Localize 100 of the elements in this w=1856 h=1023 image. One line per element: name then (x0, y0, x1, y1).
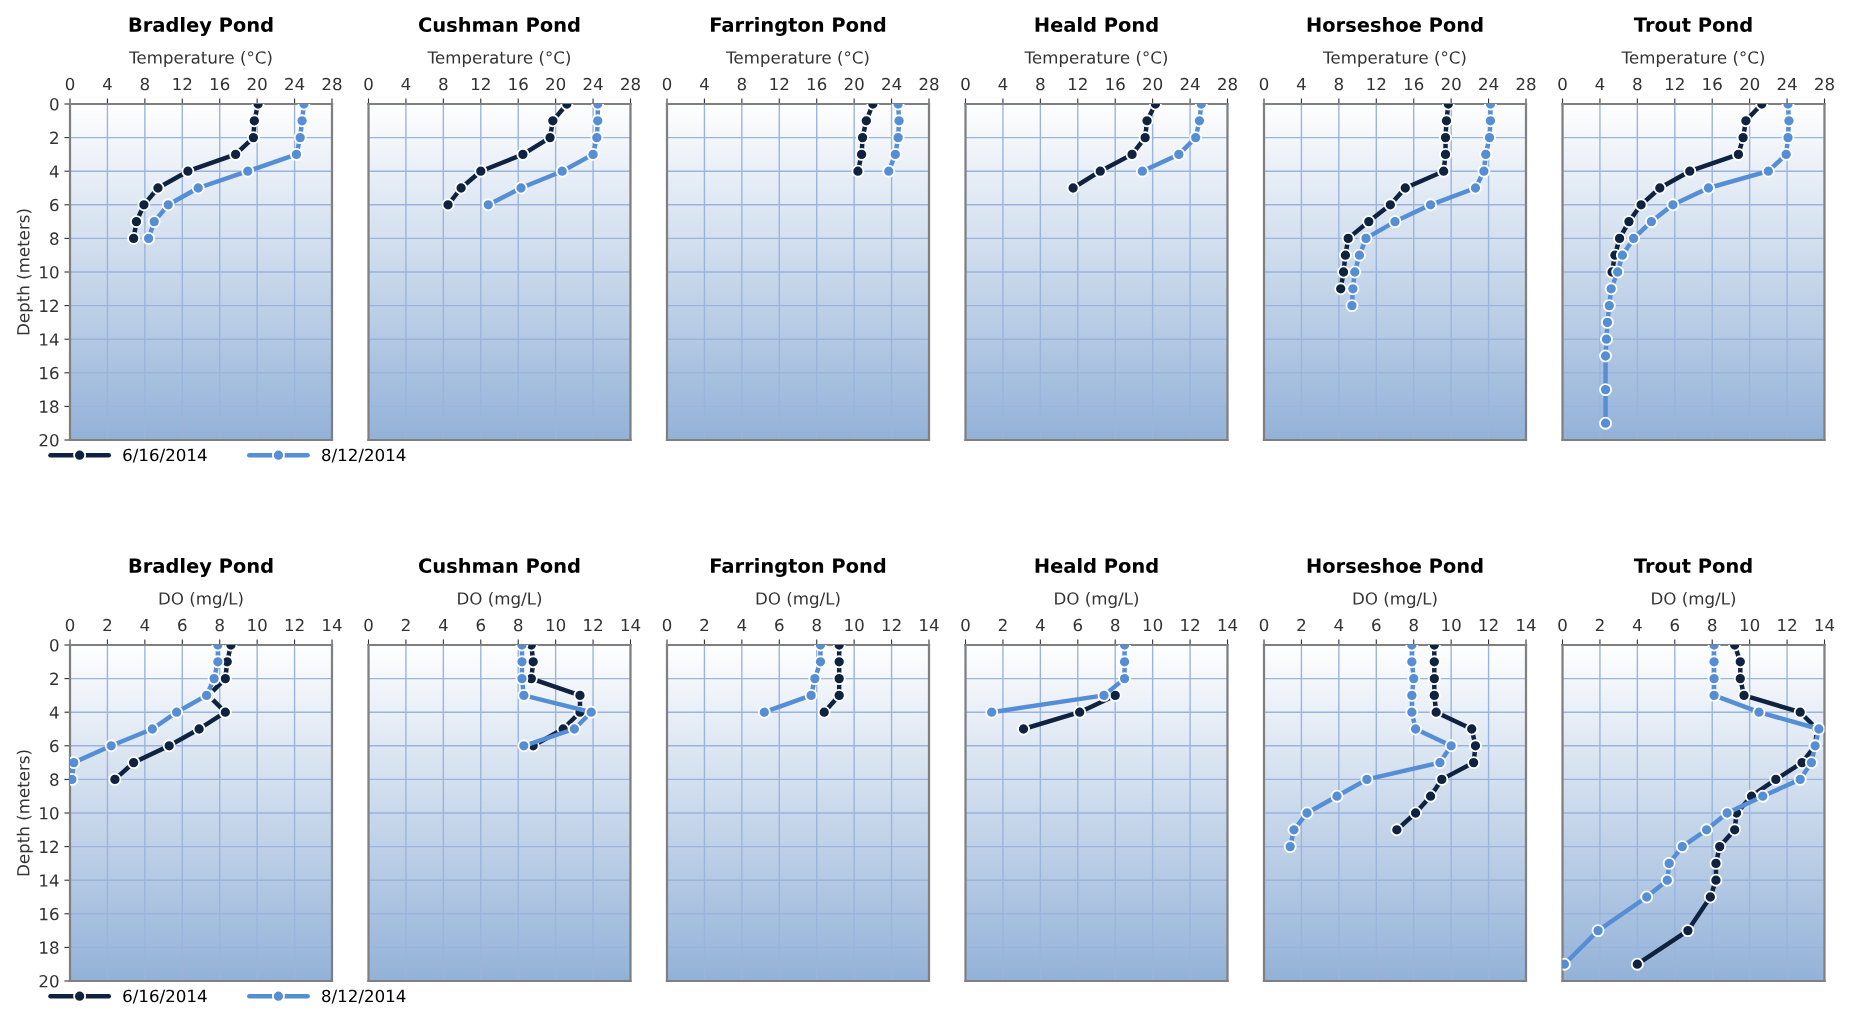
x-tick-label: 0 (1558, 618, 1567, 632)
x-tick-label: 16 (210, 77, 230, 91)
x-tick-label: 12 (1778, 618, 1797, 632)
x-tick-label: 12 (770, 77, 789, 91)
x-tick-label: 6 (1073, 618, 1083, 632)
x-tick-label: 0 (364, 618, 373, 632)
x-axis-title: Temperature (°C) (1323, 50, 1466, 68)
x-tick-label: 12 (1069, 77, 1087, 91)
y-axis-title: Depth (meters) (16, 750, 33, 876)
y-tick-label: 2 (50, 131, 58, 144)
x-tick-label: 12 (584, 618, 603, 632)
x-tick-label: 4 (1296, 77, 1306, 91)
x-tick-label: 10 (1740, 618, 1760, 632)
x-tick-label: 28 (919, 77, 939, 91)
x-tick-label: 14 (323, 618, 342, 632)
y-tick-label: 4 (49, 165, 59, 178)
chart-title: Farrington Pond (711, 17, 886, 36)
x-tick-label: 16 (807, 77, 827, 91)
x-tick-label: 6 (775, 618, 784, 632)
x-tick-label: 20 (546, 77, 566, 91)
x-tick-label: 0 (1259, 77, 1269, 91)
x-tick-label: 8 (439, 77, 448, 91)
x-tick-label: 12 (1181, 618, 1200, 632)
x-tick-label: 0 (65, 77, 75, 91)
x-tick-label: 0 (364, 77, 373, 91)
x-tick-label: 12 (882, 618, 901, 632)
x-tick-label: 4 (737, 618, 747, 632)
x-tick-label: 6 (476, 618, 486, 632)
x-tick-label: 24 (583, 77, 603, 91)
x-tick-label: 2 (401, 618, 410, 632)
x-tick-label: 8 (1409, 618, 1418, 632)
x-tick-label: 28 (621, 77, 640, 91)
x-tick-label: 10 (1143, 618, 1163, 632)
x-axis-title: Temperature (°C) (1024, 50, 1167, 68)
x-tick-label: 20 (1740, 77, 1760, 91)
x-tick-label: 6 (1372, 618, 1381, 632)
x-tick-label: 12 (285, 618, 304, 632)
x-axis-title: DO (mg/L) (1652, 591, 1736, 609)
x-tick-label: 20 (1143, 77, 1163, 91)
x-tick-label: 14 (920, 618, 939, 632)
y-tick-label: 16 (40, 907, 59, 921)
x-axis-title: DO (mg/L) (756, 591, 840, 609)
x-tick-label: 2 (1297, 618, 1306, 632)
x-tick-label: 2 (1595, 618, 1604, 632)
y-tick-label: 16 (40, 366, 59, 380)
x-tick-label: 6 (1670, 618, 1680, 632)
x-tick-label: 12 (173, 77, 192, 91)
x-tick-label: 12 (1479, 618, 1498, 632)
x-tick-label: 14 (1218, 618, 1238, 632)
x-tick-label: 8 (1036, 77, 1045, 91)
x-tick-label: 8 (812, 618, 821, 632)
x-tick-label: 8 (1633, 77, 1642, 91)
y-axis-title: Depth (meters) (16, 209, 33, 335)
chart-title: Heald Pond (1035, 17, 1158, 33)
x-tick-label: 10 (1442, 618, 1461, 632)
x-tick-label: 0 (1259, 618, 1269, 632)
x-tick-label: 0 (662, 77, 672, 91)
x-tick-label: 8 (514, 618, 523, 632)
x-tick-label: 16 (509, 77, 528, 91)
y-tick-label: 10 (40, 806, 59, 820)
x-tick-label: 4 (1632, 618, 1642, 632)
x-tick-label: 4 (1334, 618, 1344, 632)
x-tick-label: 28 (1218, 77, 1237, 91)
x-tick-label: 4 (1035, 618, 1045, 632)
x-tick-label: 24 (1777, 77, 1797, 91)
chart-title: Trout Pond (1633, 17, 1752, 33)
x-tick-label: 4 (102, 77, 112, 91)
y-tick-label: 8 (50, 773, 59, 786)
x-tick-label: 0 (961, 77, 970, 91)
x-tick-label: 28 (322, 77, 342, 91)
y-tick-label: 12 (40, 840, 58, 853)
x-axis-title: Temperature (°C) (726, 50, 869, 68)
x-tick-label: 6 (178, 618, 187, 632)
x-tick-label: 8 (140, 77, 150, 91)
x-tick-label: 8 (1708, 618, 1717, 632)
x-tick-label: 4 (1595, 77, 1605, 91)
y-tick-label: 14 (40, 874, 59, 887)
x-tick-label: 4 (401, 77, 411, 91)
y-tick-label: 18 (40, 941, 59, 954)
x-tick-label: 4 (699, 77, 709, 91)
x-tick-label: 0 (961, 618, 970, 632)
chart-title: Bradley Pond (129, 17, 273, 36)
x-tick-label: 20 (247, 77, 267, 91)
chart-title: Horseshoe Pond (1307, 17, 1483, 33)
x-tick-label: 20 (844, 77, 864, 91)
x-tick-label: 12 (472, 77, 490, 91)
x-tick-label: 16 (1106, 77, 1125, 91)
y-tick-label: 18 (40, 400, 59, 413)
x-tick-label: 8 (1334, 77, 1344, 91)
chart-title: Bradley Pond (129, 558, 273, 577)
x-axis-title: DO (mg/L) (458, 591, 542, 609)
x-tick-label: 8 (215, 618, 224, 632)
x-tick-label: 10 (248, 618, 267, 632)
x-tick-label: 10 (546, 618, 566, 632)
y-tick-label: 10 (40, 265, 59, 279)
x-tick-label: 16 (1404, 77, 1424, 91)
chart-title: Trout Pond (1633, 558, 1752, 574)
y-tick-label: 6 (50, 739, 59, 753)
x-axis-title: Temperature (°C) (129, 50, 272, 68)
x-tick-label: 28 (1815, 77, 1834, 91)
